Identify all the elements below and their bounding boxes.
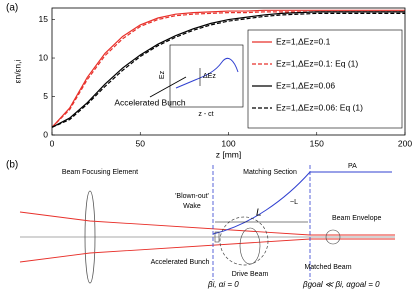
diagram-b: Beam Focusing Element Matching Section P… [19,163,395,289]
label: βgoal ≪ βi, αgoal = 0 [302,280,380,289]
label: Beam Focusing Element [62,169,138,176]
drive-beam [239,227,261,265]
y-tick-label: 15 [39,14,49,24]
inset-curve [175,57,239,89]
label: Beam Envelope [332,215,382,222]
label: βi, αi = 0 [207,280,239,289]
annotation: Accelerated Bunch [114,97,186,107]
label: Accelerated Bunch [151,259,210,266]
x-tick-label: 50 [136,138,146,148]
legend-label: Ez=1,ΔEz=0.1 [276,36,331,46]
label: 'Blown-out' [175,193,209,200]
x-tick-label: 150 [310,138,324,148]
y-axis-label: εn/εn,i [12,60,22,84]
plot-frame [51,7,406,136]
x-axis-label: z [mm] [216,149,242,159]
series-line [51,12,405,128]
series-line [51,9,405,128]
legend-label: Ez=1,ΔEz=0.06: Eq (1) [276,102,363,112]
envelope-bottom [19,238,395,263]
inset-frame [169,44,244,108]
inset-label: ΔEz [203,73,216,80]
envelope-top [19,211,395,236]
legend-label: Ez=1,ΔEz=0.06 [276,80,335,90]
x-tick-label: 200 [398,138,412,148]
y-tick-label: 5 [43,91,48,101]
label: Wake [183,203,201,210]
label: ~L [290,199,298,206]
wake [219,216,269,266]
panel-label: (a) [6,3,18,14]
legend-label: Ez=1,ΔEz=0.1: Eq (1) [276,58,358,68]
x-tick-label: 100 [221,138,235,148]
label: Drive Beam [232,271,269,278]
matched-beam [325,229,341,245]
y-tick-label: 0 [43,129,48,139]
y-tick-label: 10 [39,52,49,62]
label: L [256,208,262,219]
inset-label: z - ct [198,111,213,118]
label: PA [348,163,357,170]
label: Matched Beam [304,264,351,271]
legend-box [247,29,403,129]
panel-label: (b) [6,160,18,171]
inset-label: Ez [159,70,166,79]
label: Matching Section [243,169,297,176]
annotation-arrow [149,76,187,98]
series-line [51,11,405,128]
x-tick-label: 0 [50,138,55,148]
focusing-profile [212,171,392,235]
bunch [214,231,220,243]
